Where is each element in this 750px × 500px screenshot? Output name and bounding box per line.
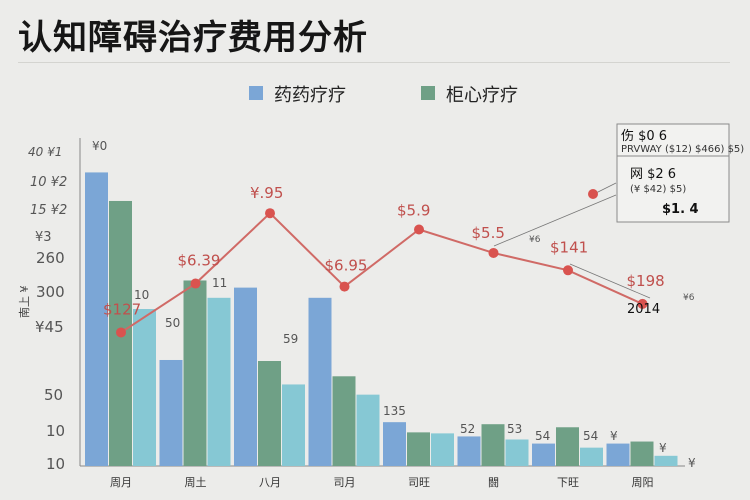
line-point-label: $5.9 xyxy=(397,202,430,220)
line-series-path xyxy=(120,211,643,334)
x-tick-label: 下旺 xyxy=(557,476,579,489)
line-series-group: $127 $6.39 ¥.95 $6.95 $5.9 $5.5 $141 $198 xyxy=(103,184,665,338)
connector-line xyxy=(569,263,651,299)
x-tick-label: 闘 xyxy=(488,476,499,489)
y-tick-label: ¥3 xyxy=(35,230,52,245)
y-tick-label: ¥45 xyxy=(35,318,64,336)
annotation-line-1: 伤 $0 6 xyxy=(621,129,667,144)
chart-title: 认知障碍治疗费用分析 xyxy=(18,18,368,58)
bar-value-label: 52 xyxy=(460,422,475,436)
legend-swatch-therapy xyxy=(421,86,435,100)
annotation-line-3: 网 $2 6 xyxy=(630,167,676,182)
bar-series-2 xyxy=(407,432,430,466)
legend-label-therapy: 柜心疗疗 xyxy=(446,85,518,106)
y-tick-label: 10 xyxy=(46,422,65,440)
extra-label-2014: 2014 xyxy=(627,302,660,317)
x-tick-label: 司月 xyxy=(334,476,356,489)
y-tick-label: 40 ¥1 xyxy=(28,145,62,159)
bars-group xyxy=(85,172,678,466)
bar-series-2 xyxy=(332,376,356,466)
y-axis-label: 南上 ¥ xyxy=(18,286,31,319)
annotation-box: 伤 $0 6 PRVWAY ($12) $466) $5) 网 $2 6 (¥ … xyxy=(616,123,744,223)
bar-series-2 xyxy=(556,427,579,466)
bar-series-3 xyxy=(133,309,156,466)
bar-value-label: 53 xyxy=(507,422,522,436)
line-point xyxy=(563,265,573,276)
extra-label: ¥6 xyxy=(683,293,695,303)
line-point-label: $6.39 xyxy=(178,252,221,270)
bar-series-1 xyxy=(85,172,108,466)
bar-value-label: ¥ xyxy=(659,441,667,455)
line-point xyxy=(190,278,201,289)
annotation-line-2: PRVWAY ($12) $466) $5) xyxy=(621,144,744,155)
annotation-dot xyxy=(588,189,598,199)
bar-series-2 xyxy=(183,280,207,466)
line-point-label: $141 xyxy=(550,238,588,256)
line-point xyxy=(488,247,499,258)
legend-label-drug: 药药疗疗 xyxy=(274,85,346,106)
bar-series-3 xyxy=(580,447,603,466)
bar-series-1 xyxy=(606,443,630,466)
bar-value-label: 54 xyxy=(583,429,598,443)
bar-series-1 xyxy=(383,422,406,466)
line-point xyxy=(265,208,275,219)
connector-line xyxy=(593,182,617,195)
line-point-label: ¥.95 xyxy=(250,184,283,202)
line-point xyxy=(116,327,126,338)
line-point-label: $127 xyxy=(103,300,141,318)
bar-value-label: 10 xyxy=(134,288,149,302)
bar-series-1 xyxy=(159,359,183,466)
bar-value-label: ¥0 xyxy=(92,139,107,153)
bar-series-2 xyxy=(630,441,654,466)
bar-series-3 xyxy=(207,297,231,466)
x-tick-label: 司旺 xyxy=(408,476,430,489)
bar-value-label: 11 xyxy=(212,276,227,290)
bar-series-3 xyxy=(654,455,678,466)
bar-value-label: 50 xyxy=(165,316,180,330)
line-point xyxy=(637,298,648,309)
line-point xyxy=(414,224,424,235)
bar-series-1 xyxy=(308,297,332,466)
x-tick-label: 八月 xyxy=(259,476,281,489)
bar-series-3 xyxy=(282,384,305,466)
x-axis-end-label: ¥ xyxy=(688,456,696,470)
y-tick-label: 300 xyxy=(36,283,65,301)
x-tick-label: 周月 xyxy=(110,476,132,489)
bar-series-3 xyxy=(431,433,454,466)
connector-line xyxy=(493,194,617,247)
y-tick-label: 10 ¥2 xyxy=(30,175,67,190)
line-point xyxy=(339,281,350,292)
annotation-line-5: $1. 4 xyxy=(662,202,699,217)
x-tick-label: 周阳 xyxy=(632,476,654,489)
line-point-label: $198 xyxy=(627,272,665,290)
line-point-label: $6.95 xyxy=(325,257,368,275)
bar-series-2 xyxy=(258,361,281,466)
y-tick-label: 10 xyxy=(46,455,65,473)
y-tick-label: 50 xyxy=(44,386,63,404)
annotation-line-4: (¥ $42) $5) xyxy=(630,184,686,195)
bar-series-3 xyxy=(505,439,529,466)
x-tick-label: 周土 xyxy=(185,476,207,489)
legend-swatch-drug xyxy=(249,86,263,100)
bar-value-label: 54 xyxy=(535,429,550,443)
bar-series-2 xyxy=(481,424,505,466)
bar-value-label: ¥ xyxy=(610,429,618,443)
category-labels-group: 周月 周土 八月 司月 司旺 闘 下旺 周阳 xyxy=(110,476,654,489)
bar-value-label: 135 xyxy=(383,404,406,418)
line-point-label: $5.5 xyxy=(472,224,505,242)
y-tick-label: 15 ¥2 xyxy=(30,203,67,218)
y-tick-label: 260 xyxy=(36,249,65,267)
extra-label: ¥6 xyxy=(529,235,541,245)
bar-series-3 xyxy=(356,394,380,466)
bar-value-label: 59 xyxy=(283,332,298,346)
title-divider xyxy=(18,62,730,63)
bar-series-1 xyxy=(457,436,481,466)
bar-series-1 xyxy=(234,287,257,466)
bar-series-1 xyxy=(532,443,555,466)
